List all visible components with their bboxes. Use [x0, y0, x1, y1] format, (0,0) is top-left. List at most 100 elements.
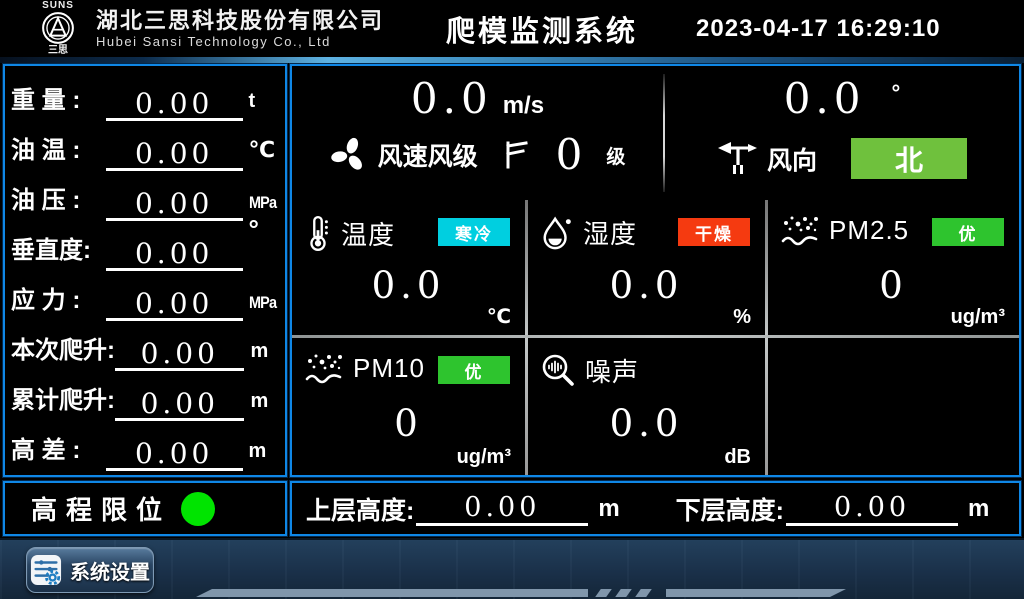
dust-icon [780, 214, 820, 246]
current-climb-row: 本次爬升: 0.00 m [11, 321, 285, 371]
weight-row: 重 量 : 0.00 t [11, 71, 285, 121]
logo-suns-text: SUNS [42, 0, 74, 11]
weight-label: 重 量 : [11, 87, 81, 114]
total-climb-row: 累计爬升: 0.00 m [11, 371, 285, 421]
total-climb-unit: m [250, 390, 269, 412]
header-divider-gradient [0, 57, 1024, 63]
temperature-label: 温度 [341, 219, 396, 250]
wind-speed-value: 0.0 [410, 74, 493, 123]
total-climb-label: 累计爬升: [11, 387, 115, 414]
upper-height-group: 上层高度: 0.00 m [306, 483, 620, 534]
temperature-unit: ℃ [486, 306, 511, 328]
pm25-value: 0 [879, 264, 908, 307]
height-diff-value: 0.00 [105, 438, 243, 471]
measurements-panel: 重 量 : 0.00 t 油 温 : 0.00 ℃ 油 压 : 0.00 MPa… [3, 64, 287, 477]
oil-temp-value: 0.00 [105, 138, 243, 171]
verticality-row: 垂直度: 0.00 ° [11, 214, 285, 271]
noise-unit: dB [724, 446, 751, 468]
footer-decor-slash [635, 589, 652, 597]
pm10-label: PM10 [353, 352, 425, 383]
company-name-en: Hubei Sansi Technology Co., Ltd [96, 33, 331, 49]
pm25-status-badge: 优 [932, 218, 1004, 246]
wind-speed-block: 0.0 m/s 风速风级 [292, 66, 663, 200]
wind-level-unit: 级 [606, 146, 626, 168]
height-diff-label: 高 差 : [11, 437, 81, 464]
total-climb-value: 0.00 [115, 388, 245, 421]
dust-icon [304, 352, 344, 384]
droplet-icon [540, 216, 574, 250]
elevation-limit-status-light [181, 491, 216, 526]
pm10-status-badge: 优 [438, 356, 510, 384]
height-diff-row: 高 差 : 0.00 m [11, 421, 285, 471]
oil-pressure-value: 0.00 [105, 188, 243, 221]
temperature-status-badge: 寒冷 [438, 218, 510, 246]
current-climb-unit: m [250, 340, 269, 362]
humidity-value: 0.0 [609, 264, 684, 307]
stress-value: 0.00 [105, 288, 243, 321]
wind-speed-label: 风速风级 [377, 143, 478, 171]
stress-label: 应 力 : [11, 287, 81, 314]
page-title: 爬模监测系统 [446, 15, 639, 48]
logo-sansi-text: 三思 [48, 45, 68, 56]
noise-label: 噪声 [585, 357, 640, 387]
oil-temp-label: 油 温 : [11, 137, 81, 164]
pm10-cell: PM10 优 0 ug/m³ [292, 338, 525, 475]
company-name-cn: 湖北三思科技股份有限公司 [96, 8, 385, 34]
wind-direction-value: 0.0 [783, 74, 866, 123]
settings-button-label: 系统设置 [70, 561, 150, 584]
wind-level-value: 0 [555, 130, 583, 179]
humidity-status-badge: 干燥 [678, 218, 750, 246]
footer-decor-stripe-left [196, 589, 588, 597]
current-climb-value: 0.00 [115, 338, 245, 371]
environment-grid: 温度 寒冷 0.0 ℃ 湿度 干燥 [292, 200, 1019, 475]
temperature-value: 0.0 [371, 264, 446, 307]
noise-cell: 噪声 0.0 dB [528, 338, 765, 475]
wind-direction-label: 风向 [766, 146, 817, 175]
wind-direction-badge: 北 [851, 138, 967, 179]
wind-direction-block: 0.0 ° 风向 北 [665, 66, 1019, 200]
wind-level-flag-icon [504, 140, 530, 170]
grid-horizontal-divider [292, 335, 1019, 338]
weight-unit: t [248, 90, 256, 112]
pm10-value: 0 [394, 402, 423, 445]
wind-section-divider [663, 74, 665, 192]
pm25-unit: ug/m³ [950, 306, 1005, 328]
oil-temp-row: 油 温 : 0.00 ℃ [11, 121, 285, 171]
fan-icon [330, 136, 368, 174]
upper-height-value: 0.00 [416, 492, 589, 526]
system-settings-button[interactable]: 系统设置 [26, 547, 154, 593]
settings-sliders-gear-icon [30, 554, 62, 586]
current-climb-label: 本次爬升: [11, 337, 115, 364]
company-logo: SUNS 三思 [30, 1, 86, 56]
oil-temp-unit: ℃ [248, 137, 276, 162]
weight-value: 0.00 [105, 88, 243, 121]
oil-pressure-unit: MPa [248, 193, 277, 212]
pm25-cell: PM2.5 优 0 ug/m³ [768, 200, 1019, 335]
wind-speed-unit: m/s [502, 92, 545, 119]
lower-height-value: 0.00 [786, 492, 958, 526]
wind-vane-icon [717, 141, 759, 177]
pm25-label: PM2.5 [829, 214, 910, 245]
verticality-label: 垂直度: [11, 237, 91, 264]
footer-decor-stripe-right [666, 589, 846, 597]
footer-bar: 系统设置 [0, 538, 1024, 599]
thermometer-icon [304, 214, 332, 252]
verticality-unit: ° [248, 214, 259, 244]
footer-decor-slash [615, 589, 632, 597]
upper-height-unit: m [598, 494, 620, 522]
pm10-unit: ug/m³ [456, 446, 511, 468]
noise-value: 0.0 [609, 402, 684, 445]
stress-unit: MPa [248, 293, 277, 312]
humidity-unit: % [733, 306, 751, 328]
stress-row: 应 力 : 0.00 MPa [11, 271, 285, 321]
oil-pressure-row: 油 压 : 0.00 MPa [11, 171, 285, 221]
lower-height-group: 下层高度: 0.00 m [676, 483, 990, 534]
lower-height-unit: m [968, 494, 990, 522]
datetime-display: 2023-04-17 16:29:10 [696, 14, 941, 42]
company-name-block: 湖北三思科技股份有限公司 Hubei Sansi Technology Co.,… [96, 8, 384, 48]
oil-pressure-label: 油 压 : [11, 187, 81, 214]
footer-decor-slash [595, 589, 612, 597]
height-diff-unit: m [248, 440, 267, 462]
wind-direction-unit: ° [891, 80, 901, 105]
